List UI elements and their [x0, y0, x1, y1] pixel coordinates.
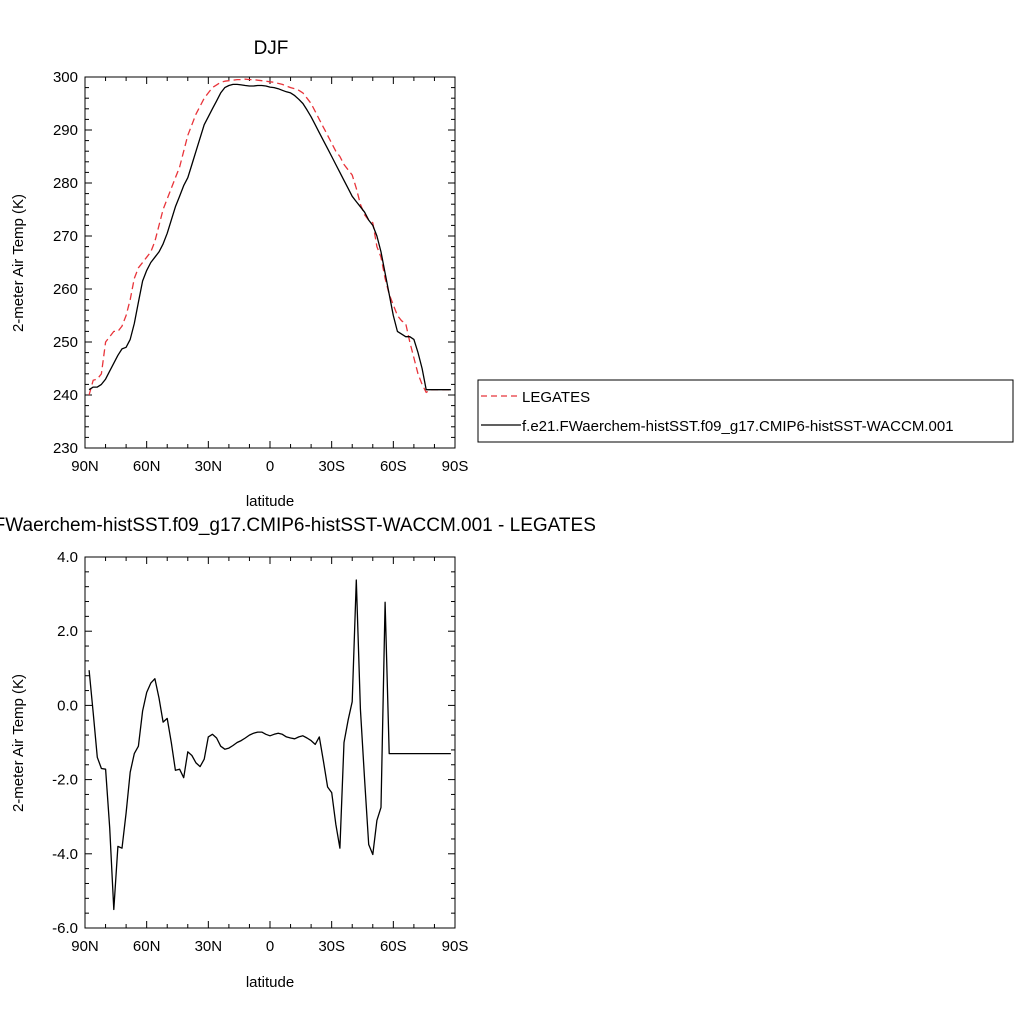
legend-box [477, 379, 1014, 443]
chart-bottom-y-axis-label: 2-meter Air Temp (K) [10, 674, 27, 812]
chart-top-y-tick-label: 250 [53, 334, 78, 351]
chart-top-x-tick-label: 30S [318, 458, 345, 475]
chart-top-y-tick-label: 230 [53, 440, 78, 457]
chart-bottom-y-tick-label: 0.0 [57, 697, 78, 714]
chart-bottom-y-axis-label-group: 2-meter Air Temp (K) [10, 674, 27, 812]
legend-label-model: f.e21.FWaerchem-histSST.f09_g17.CMIP6-hi… [522, 418, 954, 435]
chart-top-title: DJF [254, 38, 289, 59]
chart-top-y-tick-label: 240 [53, 387, 78, 404]
chart-bottom-y-tick-label: -6.0 [52, 920, 78, 937]
chart-bottom: f.e21.FWaerchem-histSST.f09_g17.CMIP6-hi… [0, 515, 596, 991]
chart-top-y-tick-label: 300 [53, 69, 78, 86]
chart-top-y-tick-label: 270 [53, 228, 78, 245]
chart-top-series-group [88, 78, 451, 396]
chart-bottom-x-axis-label: latitude [246, 974, 294, 991]
chart-top-axes: 90N 60N 30N 0 30S 60S 90S 230 240 250 260 270 280 290… [53, 69, 468, 475]
chart-bottom-title: f.e21.FWaerchem-histSST.f09_g17.CMIP6-hi… [0, 515, 596, 536]
chart-bottom-axes: 90N 60N 30N 0 30S 60S 90S -6.0 -4.0 -2.0 0.0 2.0 4.0 [52, 549, 468, 955]
chart-top-y-axis-label: 2-meter Air Temp (K) [10, 194, 27, 332]
chart-bottom-y-tick-label: -4.0 [52, 846, 78, 863]
chart-top-x-tick-label: 90S [442, 458, 469, 475]
chart-bottom-y-tick-label: 2.0 [57, 623, 78, 640]
chart-bottom-x-tick-label: 60S [380, 938, 407, 955]
chart-top-x-tick-label: 0 [266, 458, 274, 475]
chart-bottom-y-tick-label: 4.0 [57, 549, 78, 566]
chart-top-x-axis-label: latitude [246, 493, 294, 510]
chart-bottom-frame [84, 556, 456, 929]
chart-bottom-x-tick-label: 30N [195, 938, 223, 955]
chart-top-x-tick-label: 60N [133, 458, 161, 475]
chart-bottom-x-tick-label: 0 [266, 938, 274, 955]
chart-bottom-x-tick-label: 60N [133, 938, 161, 955]
chart-top-x-tick-label: 90N [71, 458, 99, 475]
chart-bottom-x-tick-label: 30S [318, 938, 345, 955]
chart-bottom-series-0-line [88, 579, 451, 911]
chart-top-y-tick-label: 280 [53, 175, 78, 192]
chart-top-y-axis-label-group: 2-meter Air Temp (K) [10, 194, 27, 332]
chart-top-series-0-line [88, 78, 451, 396]
chart-top-x-tick-label: 60S [380, 458, 407, 475]
chart-top: DJF 2-meter Air Temp (K) latitude 90N 60N… [10, 38, 468, 510]
chart-bottom-y-tick-label: -2.0 [52, 772, 78, 789]
chart-bottom-x-tick-label: 90N [71, 938, 99, 955]
chart-top-series-1-line [88, 83, 451, 391]
chart-bottom-x-tick-label: 90S [442, 938, 469, 955]
chart-top-y-tick-label: 260 [53, 281, 78, 298]
chart-bottom-series-group [88, 579, 451, 911]
chart-top-frame [84, 76, 456, 449]
chart-top-x-tick-label: 30N [195, 458, 223, 475]
chart-top-y-tick-label: 290 [53, 122, 78, 139]
legend-label-legates: LEGATES [522, 389, 590, 406]
legend: LEGATES f.e21.FWaerchem-histSST.f09_g17.… [477, 379, 1014, 443]
